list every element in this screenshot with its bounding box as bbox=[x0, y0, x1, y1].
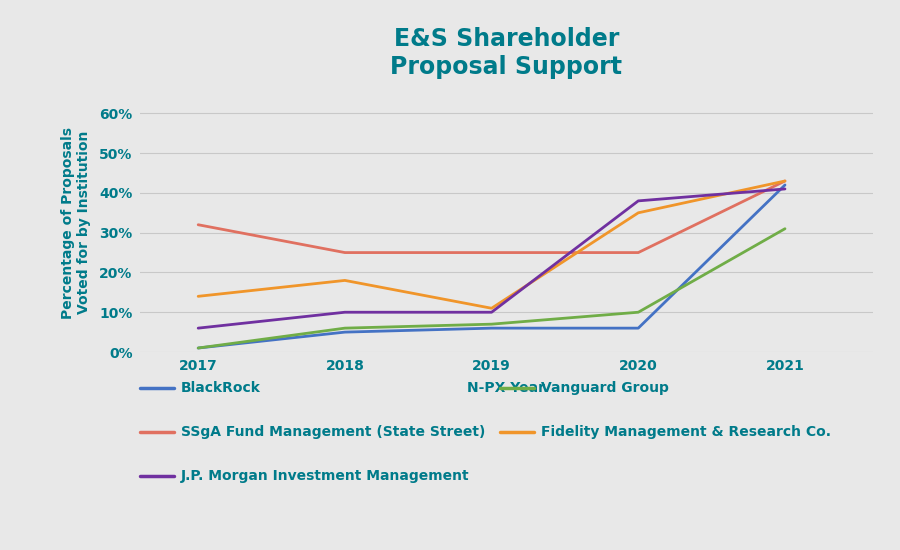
Y-axis label: Percentage of Proposals
Voted for by Institution: Percentage of Proposals Voted for by Ins… bbox=[60, 126, 91, 319]
Text: SSgA Fund Management (State Street): SSgA Fund Management (State Street) bbox=[181, 425, 485, 439]
Text: J.P. Morgan Investment Management: J.P. Morgan Investment Management bbox=[181, 469, 470, 483]
Text: Fidelity Management & Research Co.: Fidelity Management & Research Co. bbox=[541, 425, 831, 439]
X-axis label: N-PX Year: N-PX Year bbox=[467, 381, 545, 395]
Title: E&S Shareholder
Proposal Support: E&S Shareholder Proposal Support bbox=[391, 28, 622, 79]
Text: Vanguard Group: Vanguard Group bbox=[541, 381, 669, 395]
Text: BlackRock: BlackRock bbox=[181, 381, 261, 395]
